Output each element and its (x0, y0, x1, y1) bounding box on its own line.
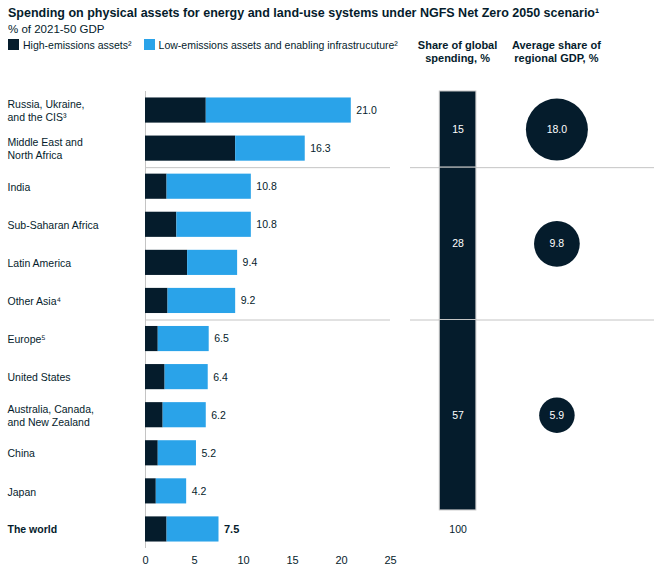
svg-text:10: 10 (237, 554, 249, 566)
svg-text:Other Asia⁴: Other Asia⁴ (8, 295, 62, 307)
html-text:% of 2021-50 GDP: % of 2021-50 GDP (8, 22, 105, 35)
html-text:Low-emissions assets and enabl: Low-emissions assets and enabling infras… (158, 38, 398, 51)
svg-text:Europe⁵: Europe⁵ (8, 333, 46, 345)
html-text:Average share of: Average share of (512, 38, 601, 51)
svg-text:6.4: 6.4 (213, 370, 228, 382)
svg-text:6.5: 6.5 (214, 332, 229, 344)
svg-text:9.8: 9.8 (550, 237, 565, 249)
html-text:regional GDP, %: regional GDP, % (514, 51, 599, 64)
svg-text:9.4: 9.4 (243, 256, 258, 268)
svg-text:Russia, Ukraine,and the CIS³: Russia, Ukraine,and the CIS³ (8, 98, 85, 123)
svg-text:10.8: 10.8 (256, 218, 277, 230)
svg-text:7.5: 7.5 (224, 523, 239, 535)
svg-text:28: 28 (452, 237, 464, 249)
svg-text:0: 0 (142, 554, 148, 566)
svg-text:India: India (8, 181, 31, 193)
svg-text:6.2: 6.2 (211, 408, 226, 420)
svg-text:18.0: 18.0 (547, 123, 568, 135)
svg-text:United States: United States (8, 371, 71, 383)
svg-text:57: 57 (452, 408, 464, 420)
svg-text:16.3: 16.3 (310, 142, 331, 154)
svg-text:9.2: 9.2 (241, 294, 256, 306)
svg-text:100: 100 (449, 522, 467, 534)
svg-text:5.2: 5.2 (201, 446, 216, 458)
svg-text:10.8: 10.8 (256, 180, 277, 192)
svg-text:Sub-Saharan Africa: Sub-Saharan Africa (8, 219, 99, 231)
svg-text:China: China (8, 447, 36, 459)
svg-text:15: 15 (286, 554, 298, 566)
svg-text:21.0: 21.0 (356, 104, 377, 116)
svg-text:4.2: 4.2 (192, 484, 207, 496)
svg-text:5: 5 (191, 554, 197, 566)
svg-text:Australia, Canada,and New Zeal: Australia, Canada,and New Zealand (8, 402, 94, 427)
svg-text:The world: The world (8, 522, 58, 534)
html-text:Share of global: Share of global (417, 38, 498, 51)
html-text:High-emissions assets²: High-emissions assets² (23, 38, 132, 51)
svg-text:5.9: 5.9 (550, 408, 565, 420)
html-text:spending, %: spending, % (425, 51, 490, 64)
svg-text:15: 15 (452, 123, 464, 135)
svg-text:25: 25 (384, 554, 396, 566)
svg-text:Middle East andNorth Africa: Middle East andNorth Africa (8, 136, 83, 161)
svg-text:20: 20 (335, 554, 347, 566)
svg-text:Japan: Japan (8, 485, 37, 497)
svg-text:Latin America: Latin America (8, 257, 72, 269)
html-text:Spending on physical assets fo: Spending on physical assets for energy a… (8, 6, 600, 20)
